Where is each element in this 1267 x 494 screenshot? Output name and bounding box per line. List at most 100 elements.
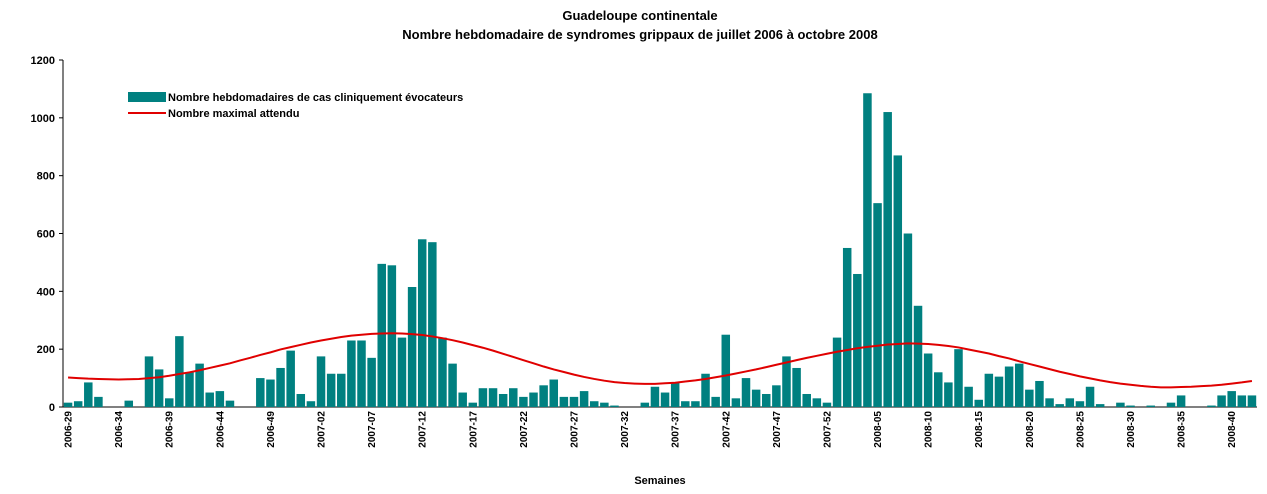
line (68, 332, 1253, 389)
x-tick-label: 2008-15 (974, 411, 985, 448)
bar (1237, 395, 1247, 407)
x-tick-label: 2007-42 (721, 411, 732, 448)
bar (1095, 404, 1105, 407)
bar (670, 382, 680, 407)
bar (741, 378, 751, 407)
bar (73, 401, 83, 407)
bar (549, 379, 559, 407)
bar (438, 337, 447, 407)
bar (306, 401, 316, 407)
y-tick-label: 1000 (31, 113, 55, 125)
bar (660, 392, 670, 407)
x-tick-label: 2007-37 (671, 411, 682, 448)
bar (276, 367, 285, 407)
x-tick-label: 2007-02 (317, 411, 328, 448)
bar (1146, 405, 1156, 407)
bar (154, 369, 164, 407)
bar (1207, 405, 1216, 407)
bar (175, 336, 184, 407)
bar (519, 396, 528, 407)
bar (144, 356, 154, 407)
bar (1227, 391, 1236, 407)
bar (1075, 401, 1085, 407)
x-tick-label: 2007-27 (569, 411, 580, 448)
bar (205, 392, 214, 407)
bar (1085, 386, 1095, 407)
bar (944, 382, 953, 407)
x-tick-label: 2008-10 (924, 411, 935, 448)
bar (326, 373, 336, 407)
bar (94, 396, 103, 407)
bar (498, 393, 508, 407)
x-axis-title: Semaines (634, 475, 685, 487)
chart-title: Guadeloupe continentale (562, 8, 717, 23)
bar (954, 349, 963, 407)
bar (559, 396, 569, 407)
bar (883, 112, 892, 408)
x-tick-label: 2007-17 (468, 411, 479, 448)
bar (448, 363, 457, 407)
bar (286, 350, 295, 407)
x-tick-label: 2006-39 (165, 411, 176, 448)
bar (610, 405, 619, 407)
bar (164, 398, 174, 407)
bar (681, 401, 690, 407)
y-tick-label: 0 (49, 402, 55, 414)
bar (488, 388, 498, 407)
y-tick-label: 600 (37, 229, 55, 241)
x-tick-label: 2008-30 (1126, 411, 1137, 448)
bar (994, 376, 1004, 407)
x-tick-label: 2007-22 (519, 411, 530, 448)
bar (792, 367, 801, 407)
bar (509, 388, 518, 407)
bar (124, 400, 134, 407)
legend-label: Nombre hebdomadaires de cas cliniquement… (168, 92, 463, 104)
bar (691, 401, 700, 407)
bar (731, 398, 741, 407)
bar (853, 273, 862, 407)
bar (215, 391, 225, 407)
bar (347, 340, 356, 407)
bar (600, 402, 609, 407)
bar (1025, 389, 1034, 407)
bar (974, 399, 983, 407)
bar (964, 386, 973, 407)
x-tick-label: 2006-34 (114, 411, 125, 448)
bar (417, 239, 427, 407)
bar (357, 340, 366, 407)
bar (863, 93, 872, 408)
bar (387, 265, 397, 407)
x-tick-label: 2007-32 (620, 411, 631, 448)
y-tick-label: 200 (37, 344, 55, 356)
bar (316, 356, 326, 407)
bar (721, 334, 731, 407)
bar (1004, 366, 1014, 407)
bar (934, 372, 943, 407)
bar (589, 401, 599, 407)
bar (195, 363, 204, 407)
bar (802, 393, 811, 407)
bar (296, 393, 306, 407)
bar (478, 388, 488, 407)
bar (903, 233, 913, 407)
x-tick-label: 2008-35 (1177, 411, 1188, 448)
x-tick-label: 2007-12 (418, 411, 429, 448)
legend-label: Nombre maximal attendu (168, 108, 299, 120)
bar (397, 337, 407, 407)
bar (266, 379, 275, 407)
bar (367, 357, 376, 407)
bar (782, 356, 791, 407)
bar (185, 372, 194, 407)
bar (1247, 395, 1257, 407)
bar (569, 396, 579, 407)
bar (1045, 398, 1054, 407)
bar (1116, 402, 1125, 407)
bar (1176, 395, 1186, 407)
bar (650, 386, 660, 407)
x-tick-label: 2008-05 (873, 411, 884, 448)
bar (832, 337, 842, 407)
bar (1217, 395, 1226, 407)
x-tick-label: 2007-07 (367, 411, 378, 448)
bar (913, 305, 923, 407)
bar (923, 353, 933, 407)
